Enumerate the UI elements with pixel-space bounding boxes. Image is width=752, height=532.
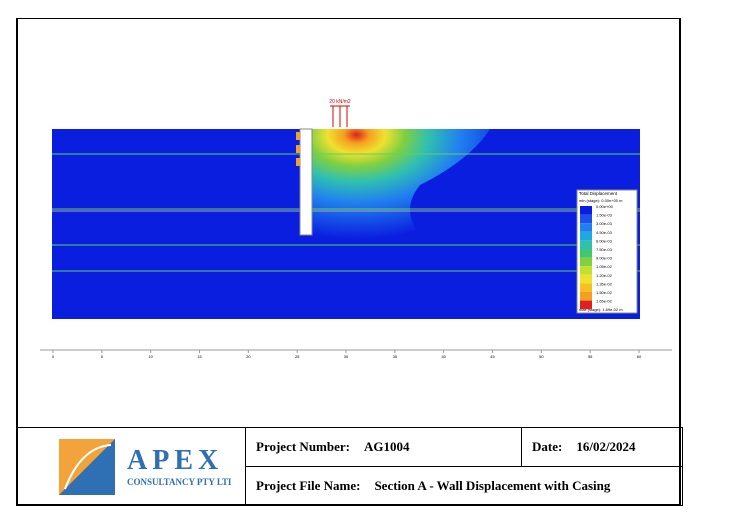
legend-swatch xyxy=(580,292,592,301)
legend-swatch xyxy=(580,266,592,275)
x-tick-label: 20 xyxy=(246,354,251,359)
legend-value: 1.50e-02 xyxy=(596,290,613,295)
legend-swatch xyxy=(580,274,592,284)
legend-swatch xyxy=(580,206,592,215)
x-tick-label: 0 xyxy=(52,354,55,359)
date-cell: Date: 16/02/2024 xyxy=(521,427,683,467)
logo-cell: APEX CONSULTANCY PTY LTD xyxy=(16,427,246,506)
legend-title: Total Displacement xyxy=(579,191,618,196)
x-tick-label: 10 xyxy=(148,354,153,359)
x-tick-label: 15 xyxy=(197,354,202,359)
model-view: 20 kN/m2 0 5 10 15 20 25 30 35 40 45 50 55 60 Total … xyxy=(40,99,672,359)
legend-value: 1.35e-02 xyxy=(596,281,613,286)
anchors xyxy=(296,132,300,166)
x-tick-label: 60 xyxy=(637,354,642,359)
legend-swatch xyxy=(580,283,592,292)
legend-value: 1.50e-03 xyxy=(596,213,613,218)
date: 16/02/2024 xyxy=(576,439,636,454)
x-tick-label: 30 xyxy=(344,354,349,359)
logo-subtitle: CONSULTANCY PTY LTD xyxy=(127,477,231,487)
x-tick-label: 25 xyxy=(295,354,300,359)
x-tick-label: 45 xyxy=(490,354,495,359)
logo: APEX CONSULTANCY PTY LTD xyxy=(59,438,231,495)
legend-swatch xyxy=(580,300,592,310)
legend-value: 3.00e-03 xyxy=(596,221,613,226)
legend-min: min (stage): 0.00e+00 m xyxy=(579,198,623,203)
x-tick-label: 50 xyxy=(539,354,544,359)
legend-value: 1.20e-02 xyxy=(596,273,613,278)
legend-swatch xyxy=(580,223,592,232)
legend-value: 4.50e-03 xyxy=(596,230,613,235)
load-arrows xyxy=(330,105,350,127)
legend-value: 7.50e-03 xyxy=(596,247,613,252)
legend-value: 9.00e-03 xyxy=(596,256,613,261)
project-number-cell: Project Number: AG1004 xyxy=(245,427,522,467)
legend-swatch xyxy=(580,257,592,267)
file-name-cell: Project File Name: Section A - Wall Disp… xyxy=(245,466,683,506)
logo-name: APEX xyxy=(127,445,223,476)
project-number-label: Project Number: xyxy=(256,439,350,454)
legend-value: 1.05e-02 xyxy=(596,264,613,269)
load-label: 20 kN/m2 xyxy=(329,99,351,105)
x-tick-label: 55 xyxy=(588,354,593,359)
displacement-contour xyxy=(312,129,490,245)
legend-value: 1.65e-02 xyxy=(596,299,613,304)
project-number: AG1004 xyxy=(363,439,410,454)
layer-boundaries xyxy=(52,153,640,272)
legend-swatch xyxy=(580,214,592,224)
legend-value: 0.00e+00 xyxy=(596,204,614,209)
x-tick-label: 5 xyxy=(101,354,104,359)
date-label: Date: xyxy=(532,439,563,454)
x-tick-label: 40 xyxy=(441,354,446,359)
legend-swatch xyxy=(580,240,592,249)
wall xyxy=(299,128,313,236)
x-tick-label: 35 xyxy=(393,354,398,359)
legend-max: max (stage): 1.69e-02 m xyxy=(579,307,623,312)
legend-swatch xyxy=(580,231,592,241)
legend-value: 6.00e-03 xyxy=(596,238,613,243)
file-name: Section A - Wall Displacement with Casin… xyxy=(374,478,611,493)
file-name-label: Project File Name: xyxy=(256,478,361,493)
legend-swatch xyxy=(580,249,592,258)
